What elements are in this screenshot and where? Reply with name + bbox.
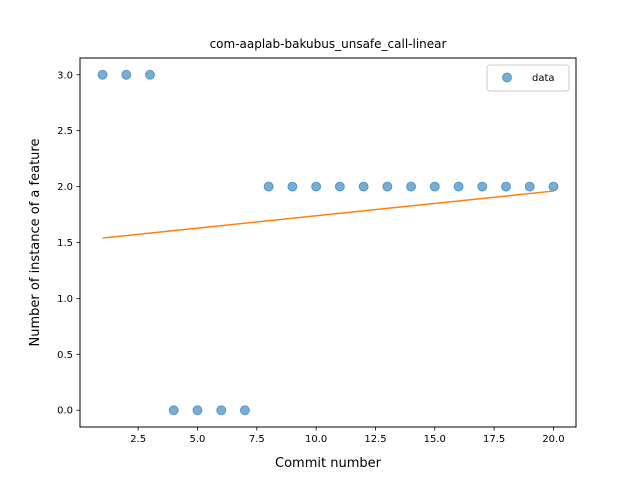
y-tick-label: 0.0: [57, 406, 73, 417]
plot-area: [97, 69, 559, 416]
y-tick-label: 2.0: [57, 182, 73, 193]
legend-marker-data: [502, 72, 512, 83]
y-tick-label: 0.5: [57, 350, 73, 361]
data-point: [406, 181, 417, 192]
trend-line: [102, 190, 554, 239]
data-point: [311, 181, 322, 192]
y-tick-label: 1.5: [57, 238, 73, 249]
data-point: [121, 69, 132, 80]
data-point: [263, 181, 274, 192]
legend: data: [486, 64, 570, 92]
x-tick-label: 15.0: [424, 434, 446, 445]
data-point: [524, 181, 535, 192]
y-axis: 0.0 0.5 1.0 1.5 2.0 2.5 3.0: [57, 70, 80, 417]
y-tick-label: 1.0: [57, 294, 73, 305]
y-axis-label: Number of instance of a feature: [28, 139, 43, 347]
chart-title: com-aaplab-bakubus_unsafe_call-linear: [210, 37, 447, 51]
y-tick-label: 3.0: [57, 70, 73, 81]
y-tick-label: 2.5: [57, 126, 73, 137]
data-point: [239, 405, 250, 416]
x-tick-label: 7.5: [249, 434, 265, 445]
axes-frame: [79, 57, 577, 428]
x-tick-label: 2.5: [130, 434, 146, 445]
legend-label-data: data: [532, 73, 555, 84]
data-point: [216, 405, 227, 416]
data-point: [500, 181, 511, 192]
data-point: [192, 405, 203, 416]
x-axis: 2.5 5.0 7.5 10.0 12.5 15.0 17.5 20.0: [130, 427, 565, 445]
data-point: [429, 181, 440, 192]
data-point: [477, 181, 488, 192]
data-point: [453, 181, 464, 192]
x-tick-label: 10.0: [305, 434, 327, 445]
data-point: [334, 181, 345, 192]
x-tick-label: 20.0: [542, 434, 564, 445]
x-tick-label: 12.5: [364, 434, 386, 445]
legend-box: [486, 64, 570, 92]
data-point: [97, 69, 108, 80]
data-point: [358, 181, 369, 192]
x-tick-label: 17.5: [483, 434, 505, 445]
data-point: [287, 181, 298, 192]
data-point: [168, 405, 179, 416]
data-point: [382, 181, 393, 192]
data-point: [145, 69, 156, 80]
x-axis-label: Commit number: [275, 456, 382, 471]
data-point: [548, 181, 559, 192]
x-tick-label: 5.0: [190, 434, 206, 445]
